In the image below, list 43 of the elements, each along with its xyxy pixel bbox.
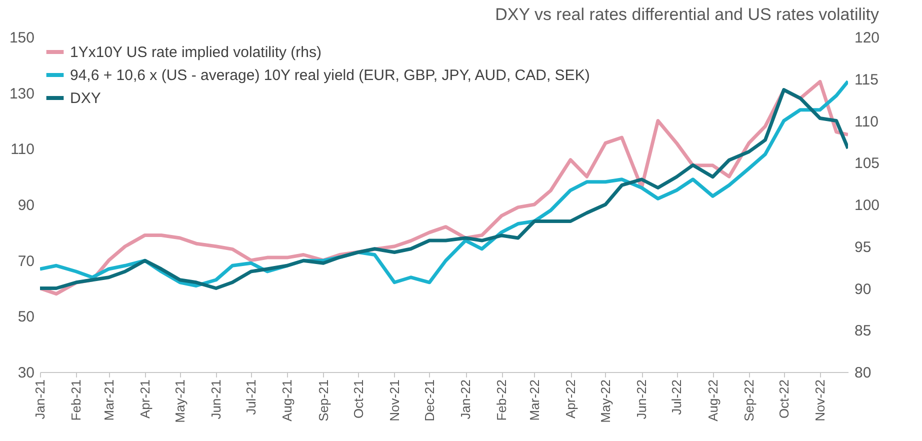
y2-tick-label: 90	[854, 280, 872, 298]
x-tick-label: May-22	[598, 380, 613, 423]
y2-tick-label: 95	[854, 238, 872, 256]
x-tick-label: Feb-21	[68, 380, 84, 421]
y-tick-label: 110	[10, 141, 34, 158]
x-tick-label: Nov-21	[386, 380, 402, 422]
y-tick-label: 70	[18, 252, 34, 270]
x-tick-label: May-21	[172, 380, 188, 423]
x-tick-label: Nov-22	[812, 380, 828, 422]
y-tick-label: 50	[18, 308, 34, 326]
legend-label: 1Yx10Y US rate implied volatility (rhs)	[70, 44, 322, 61]
legend-label: DXY	[70, 90, 101, 107]
x-tick-label: Jun-22	[634, 380, 650, 420]
y-tick-label: 130	[9, 85, 34, 102]
y2-tick-label: 105	[854, 155, 880, 172]
y2-tick-label: 120	[854, 30, 880, 46]
x-tick-label: Aug-22	[705, 380, 720, 422]
x-tick-label: Jun-21	[208, 380, 224, 420]
x-tick-label: Jan-21	[32, 380, 48, 420]
x-tick-label: Dec-21	[422, 380, 437, 422]
chart-title: DXY vs real rates differential and US rates volatility	[495, 5, 880, 24]
y-tick-label: 30	[18, 364, 34, 382]
legend-label: 94,6 + 10,6 x (US - average) 10Y real yield (EUR, GBP, JPY, AUD, CAD, SEK)	[70, 67, 590, 84]
x-tick-label: Aug-21	[280, 380, 295, 422]
y2-tick-label: 110	[854, 113, 878, 130]
x-tick-label: Jul-22	[669, 380, 684, 415]
x-tick-label: Feb-22	[494, 380, 510, 421]
y2-tick-label: 85	[854, 322, 872, 340]
x-tick-label: Sep-22	[741, 380, 756, 422]
y2-tick-label: 80	[854, 364, 872, 382]
y2-tick-label: 100	[854, 197, 880, 214]
x-tick-label: Mar-22	[526, 380, 542, 421]
x-tick-label: Apr-22	[563, 380, 578, 419]
x-tick-label: Sep-21	[316, 380, 331, 422]
x-tick-label: Apr-21	[137, 380, 152, 419]
x-tick-label: Mar-21	[101, 380, 116, 421]
x-tick-label: Oct-22	[776, 380, 792, 419]
y-tick-label: 150	[9, 30, 34, 46]
y2-tick-label: 115	[854, 71, 878, 88]
x-tick-label: Jul-21	[244, 380, 259, 415]
x-tick-label: Jan-22	[458, 380, 474, 420]
y-tick-label: 90	[18, 197, 34, 214]
x-tick-label: Oct-21	[350, 380, 366, 419]
